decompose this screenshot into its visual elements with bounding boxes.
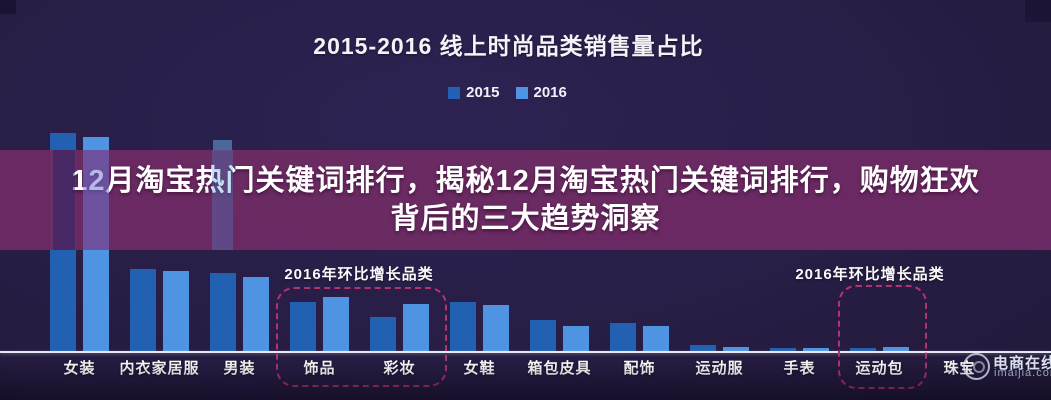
banner-bar-shadow-strip (53, 150, 75, 250)
bar-2015-彩妆 (370, 317, 396, 353)
legend-item-2016: 2016 (515, 84, 567, 101)
growth-highlight-box-2 (838, 285, 927, 389)
bar-2016-运动包 (883, 347, 909, 353)
bar-2016-彩妆 (403, 304, 429, 353)
annotation-label-1: 2016年环比增长品类 (284, 266, 434, 283)
headline-banner: 12月淘宝热门关键词排行，揭秘12月淘宝热门关键词排行，购物狂欢背后的三大趋势洞… (0, 150, 1051, 250)
bar-2016-箱包皮具 (563, 326, 589, 353)
bar-2015-饰品 (290, 302, 316, 353)
legend-swatch-2015 (448, 86, 461, 99)
bar-2016-女鞋 (483, 305, 509, 353)
bar-2015-运动包 (850, 348, 876, 353)
bar-2015-手表 (770, 348, 796, 353)
bar-2015-配饰 (610, 323, 636, 353)
bar-2015-箱包皮具 (530, 320, 556, 353)
growth-highlight-box-1 (276, 287, 447, 387)
chart-title: 2015-2016 线上时尚品类销售量占比 (313, 33, 704, 59)
bar-2016-运动服 (723, 347, 749, 353)
legend-swatch-2016 (515, 86, 528, 99)
legend-item-2015: 2015 (448, 84, 500, 101)
x-axis-line (0, 351, 1051, 353)
bar-2015-男装 (210, 273, 236, 353)
bar-2016-手表 (803, 348, 829, 353)
chart-legend: 2015 2016 (448, 84, 567, 101)
background-artifact-patch (213, 140, 232, 151)
legend-label-2016: 2016 (533, 84, 567, 101)
banner-bar-glow-strip (83, 150, 109, 250)
watermark-logo-inner-ring (973, 361, 985, 373)
corner-shade-right (1025, 0, 1051, 22)
banner-artifact-strip (212, 150, 233, 250)
watermark-domain: imaijia.com (994, 367, 1051, 379)
bar-2016-饰品 (323, 297, 349, 353)
bar-2015-内衣家居服 (130, 269, 156, 353)
bar-2016-配饰 (643, 326, 669, 353)
bar-2015-女鞋 (450, 302, 476, 353)
corner-shade-left (0, 0, 16, 14)
watermark: 电商在线 imaijia.com (960, 340, 1051, 385)
legend-label-2015: 2015 (466, 84, 500, 101)
bar-2015-运动服 (690, 345, 716, 353)
bar-2016-内衣家居服 (163, 271, 189, 353)
watermark-logo-icon (963, 353, 990, 380)
annotation-label-2: 2016年环比增长品类 (795, 266, 945, 283)
bar-2016-男装 (243, 277, 269, 353)
headline-text: 12月淘宝热门关键词排行，揭秘12月淘宝热门关键词排行，购物狂欢背后的三大趋势洞… (71, 165, 980, 235)
